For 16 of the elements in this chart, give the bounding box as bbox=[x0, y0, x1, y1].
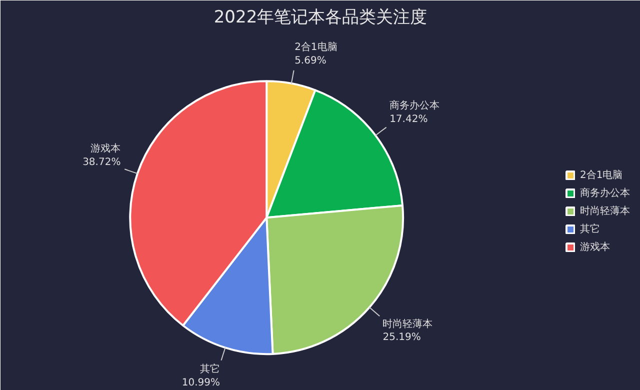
data-label: 17.42% bbox=[390, 114, 428, 125]
slice-label: 游戏本 bbox=[90, 142, 121, 155]
legend-label: 商务办公本 bbox=[580, 186, 630, 200]
legend-label: 时尚轻薄本 bbox=[580, 204, 630, 218]
legend-label: 游戏本 bbox=[580, 240, 610, 254]
data-label: 5.69% bbox=[294, 55, 326, 66]
data-label: 25.19% bbox=[382, 332, 421, 344]
slice-label: 商务办公本 bbox=[390, 100, 440, 112]
legend-label: 其它 bbox=[580, 222, 600, 236]
data-label: 38.72% bbox=[82, 156, 121, 168]
chart-title: 2022年笔记本各品类关注度 bbox=[214, 8, 428, 28]
slice-label: 其它 bbox=[200, 363, 220, 376]
slice-label: 时尚轻薄本 bbox=[382, 318, 433, 330]
slice-label: 2合1电脑 bbox=[294, 41, 338, 54]
data-label: 10.99% bbox=[182, 377, 220, 388]
legend-label: 2合1电脑 bbox=[580, 168, 623, 182]
